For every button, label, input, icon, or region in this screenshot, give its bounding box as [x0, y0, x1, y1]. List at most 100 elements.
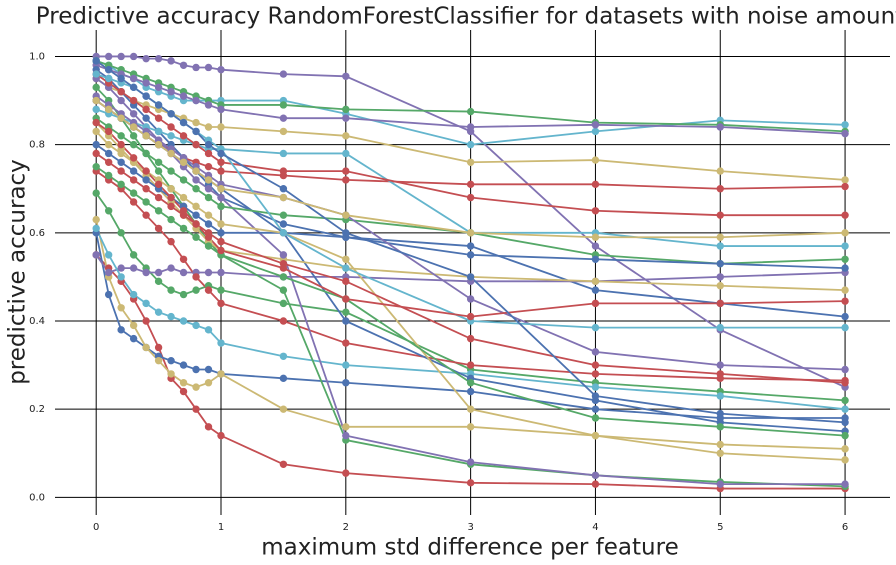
data-point	[104, 127, 113, 136]
data-point	[179, 207, 188, 215]
data-point	[117, 167, 125, 175]
data-point	[342, 229, 350, 237]
data-point	[192, 365, 200, 374]
data-point	[192, 273, 200, 281]
data-point	[142, 211, 150, 219]
data-point	[179, 224, 188, 233]
data-point	[167, 286, 175, 294]
data-point	[142, 167, 150, 175]
data-point	[279, 101, 288, 109]
data-point	[466, 140, 475, 149]
data-point	[841, 211, 849, 219]
data-point	[179, 387, 188, 396]
data-point	[204, 423, 213, 431]
data-point	[117, 149, 125, 158]
data-point	[167, 110, 175, 118]
data-point	[279, 149, 288, 158]
data-point	[342, 339, 350, 347]
data-point	[129, 290, 138, 299]
data-point	[217, 105, 225, 114]
data-point	[204, 140, 213, 149]
data-point	[204, 101, 213, 109]
data-point	[142, 149, 150, 158]
data-point	[154, 54, 163, 63]
data-point	[142, 176, 150, 184]
data-point	[192, 63, 200, 72]
data-point	[591, 471, 600, 480]
data-point	[129, 83, 138, 92]
data-point	[279, 70, 288, 78]
data-point	[342, 72, 350, 80]
data-point	[104, 52, 113, 61]
data-point	[167, 185, 175, 193]
data-point	[591, 480, 600, 488]
data-point	[217, 185, 225, 193]
data-point	[154, 83, 163, 92]
data-point	[217, 220, 225, 228]
data-point	[129, 123, 138, 131]
data-point	[217, 202, 225, 211]
data-point	[129, 96, 138, 105]
data-point	[716, 299, 724, 308]
data-point	[591, 242, 600, 250]
data-point	[217, 286, 225, 294]
data-point	[591, 361, 600, 369]
data-point	[154, 101, 163, 109]
data-point	[466, 193, 475, 202]
data-point	[716, 123, 724, 131]
data-point	[591, 255, 600, 263]
data-point	[129, 251, 138, 259]
data-point	[716, 370, 724, 378]
data-point	[204, 326, 213, 334]
data-point	[129, 167, 138, 175]
data-point	[179, 255, 188, 263]
data-point	[154, 193, 163, 202]
data-point	[279, 374, 288, 383]
data-point	[117, 114, 125, 122]
data-point	[117, 96, 125, 105]
data-point	[279, 286, 288, 294]
data-point	[92, 83, 100, 92]
data-point	[466, 405, 475, 413]
data-point	[104, 65, 113, 74]
data-point	[142, 317, 150, 325]
data-point	[466, 379, 475, 387]
data-point	[167, 356, 175, 365]
data-point	[129, 132, 138, 140]
data-point	[279, 167, 288, 175]
data-point	[716, 323, 724, 332]
data-point	[342, 295, 350, 303]
data-point	[92, 140, 100, 149]
data-point	[841, 445, 849, 453]
data-point	[142, 268, 150, 277]
data-point	[179, 132, 188, 140]
data-point	[716, 440, 724, 449]
data-point	[154, 277, 163, 286]
data-point	[841, 480, 849, 488]
data-point	[591, 233, 600, 241]
data-point	[466, 458, 475, 466]
data-point	[716, 282, 724, 290]
data-point	[841, 379, 849, 387]
data-point	[841, 229, 849, 237]
data-point	[466, 312, 475, 321]
data-point	[342, 132, 350, 140]
data-point	[342, 469, 350, 477]
data-point	[279, 264, 288, 272]
data-point	[841, 312, 849, 321]
data-point	[466, 387, 475, 396]
data-point	[167, 149, 175, 158]
data-point	[92, 57, 100, 65]
data-point	[117, 264, 125, 272]
data-point	[591, 348, 600, 356]
data-point	[591, 431, 600, 440]
data-point	[466, 242, 475, 250]
data-point	[104, 74, 113, 83]
data-point	[154, 127, 163, 136]
data-point	[279, 251, 288, 259]
data-point	[179, 118, 188, 127]
data-point	[179, 61, 188, 69]
data-point	[217, 149, 225, 158]
data-point	[167, 167, 175, 175]
data-point	[192, 321, 200, 330]
